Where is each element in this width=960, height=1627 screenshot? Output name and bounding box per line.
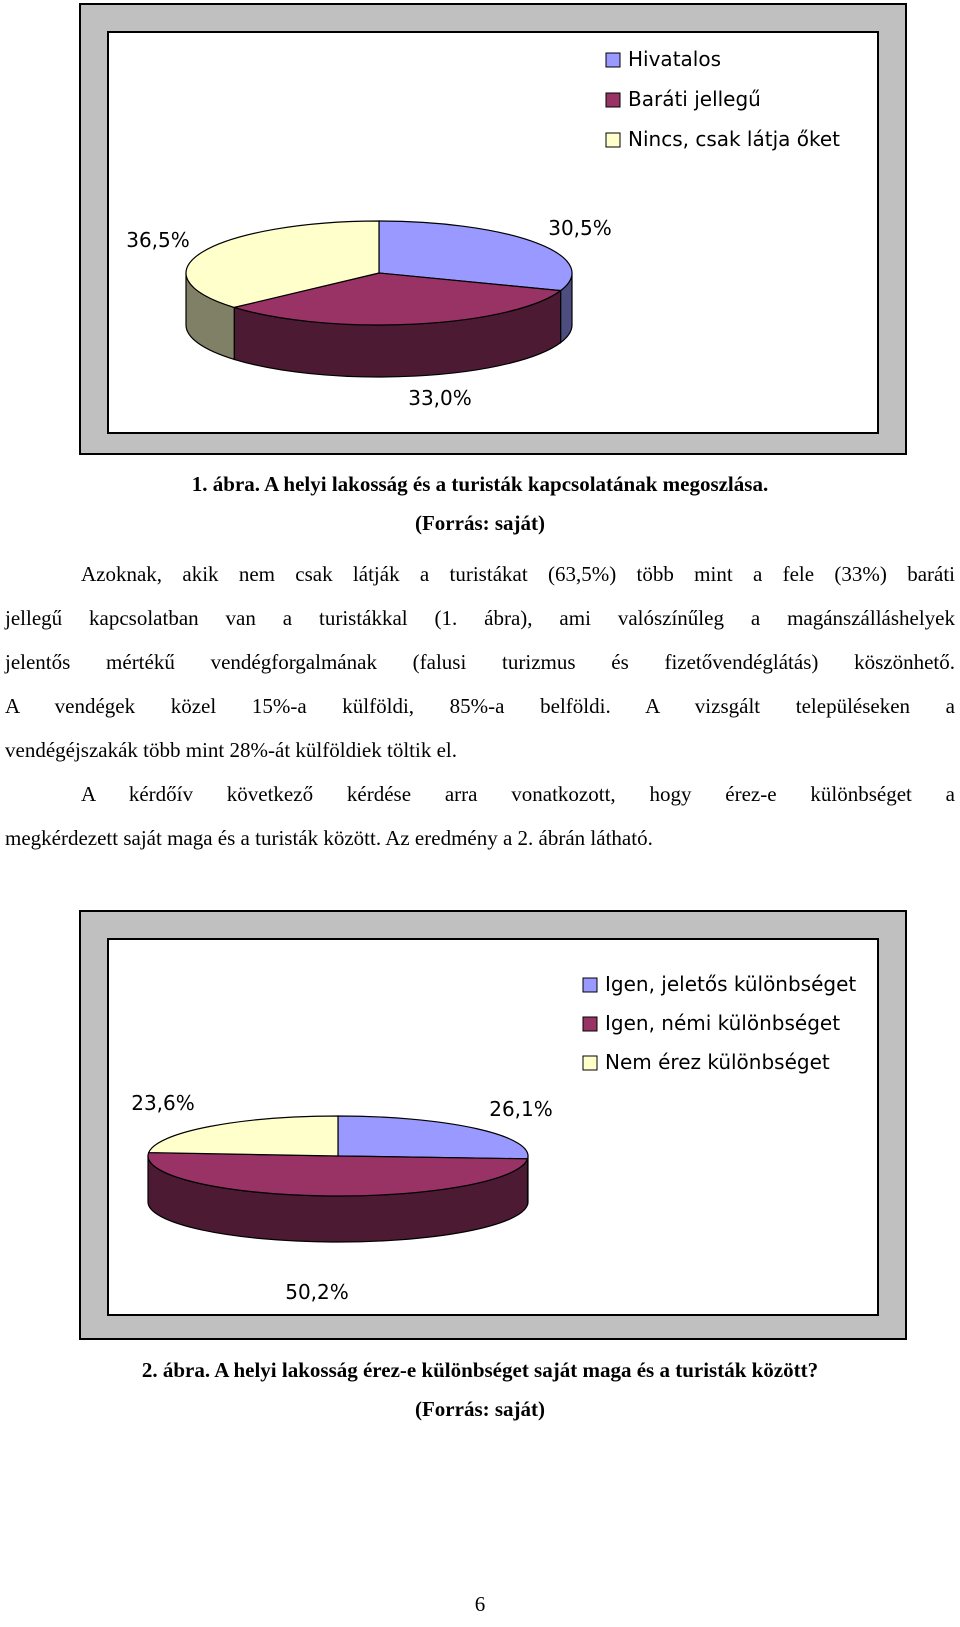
paragraph-1-line: jelentős mértékű vendégforgalmának (falu…	[5, 650, 955, 674]
figure2-slice-3	[147, 1115, 339, 1157]
figure2-slice-1	[337, 1115, 529, 1160]
figure2-caption-title: 2. ábra. A helyi lakosság érez-e különbs…	[141, 1358, 819, 1382]
figure1-data-label: 30,5%	[548, 216, 612, 240]
figure2-data-label: 50,2%	[285, 1280, 349, 1304]
figure2-caption: 2. ábra. A helyi lakosság érez-e különbs…	[0, 1358, 960, 1422]
figure2-caption-source: (Forrás: saját)	[414, 1397, 546, 1421]
figure2-legend-swatch	[582, 1055, 598, 1071]
figure2-legend-swatch	[582, 1016, 598, 1032]
figure2-slice-2	[147, 1151, 529, 1197]
figure1-data-label: 36,5%	[126, 228, 190, 252]
paragraph-2: A kérdőív következő kérdése arra vonatko…	[5, 772, 955, 860]
figure1-legend-swatch	[605, 92, 621, 108]
figure1-slice-1	[378, 220, 573, 292]
paragraph-1-line: Azoknak, akik nem csak látják a turisták…	[81, 562, 955, 586]
figure2-pie-svg: Igen, jeletős különbséget Igen, némi külö…	[131, 972, 856, 1304]
figure1-data-label: 33,0%	[408, 386, 472, 410]
figure2-legend-label: Igen, jeletős különbséget	[605, 972, 856, 996]
figure1-chart: Hivatalos Baráti jellegű Nincs, csak látja…	[79, 3, 907, 455]
figure1-legend-swatch	[605, 52, 621, 68]
figure1-caption-source: (Forrás: saját)	[414, 511, 546, 535]
figure2-data-label: 26,1%	[489, 1097, 553, 1121]
figure2-chart: Igen, jeletős különbséget Igen, némi külö…	[79, 910, 907, 1340]
paragraph-2-line: A kérdőív következő kérdése arra vonatko…	[81, 782, 955, 806]
figure2-legend-label: Igen, némi különbséget	[605, 1011, 840, 1035]
figure1-legend-label: Nincs, csak látja őket	[628, 127, 840, 151]
page-number: 6	[474, 1592, 486, 1616]
figure1-slice-3	[185, 220, 380, 309]
paragraph-1-line: vendégéjszakák több mint 28%-át külföldi…	[5, 738, 457, 762]
figure2-legend-label: Nem érez különbséget	[605, 1050, 830, 1074]
figure1-slice-2	[231, 272, 563, 326]
figure1-legend-label: Baráti jellegű	[628, 87, 761, 111]
figure2-data-label: 23,6%	[131, 1091, 195, 1115]
figure1-pie-svg: Hivatalos Baráti jellegű Nincs, csak látja…	[126, 47, 840, 410]
figure1-legend-label: Hivatalos	[628, 47, 721, 71]
paragraph-1: Azoknak, akik nem csak látják a turisták…	[5, 552, 955, 772]
paragraph-1-line: A vendégek közel 15%-a külföldi, 85%-a b…	[5, 694, 955, 718]
figure2-legend-swatch	[582, 977, 598, 993]
figure1-legend-swatch	[605, 132, 621, 148]
paragraph-1-line: jellegű kapcsolatban van a turistákkal (…	[5, 606, 955, 630]
figure1-caption: 1. ábra. A helyi lakosság és a turisták …	[0, 472, 960, 536]
figure1-caption-title: 1. ábra. A helyi lakosság és a turisták …	[191, 472, 769, 496]
paragraph-2-line: megkérdezett saját maga és a turisták kö…	[5, 826, 653, 850]
